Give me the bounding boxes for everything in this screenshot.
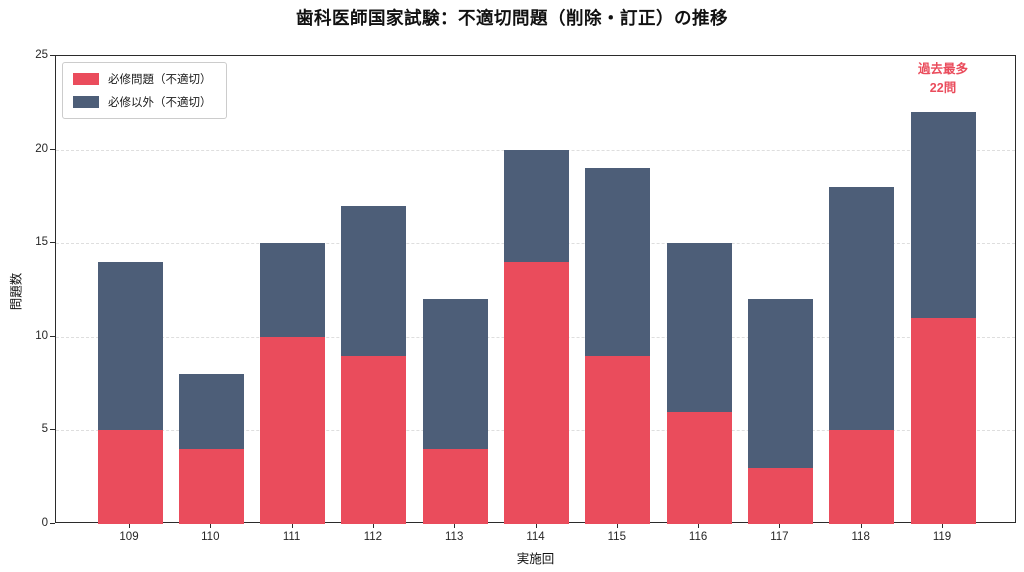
xtick-mark-116 bbox=[698, 523, 700, 528]
xtick-mark-117 bbox=[779, 523, 781, 528]
bar-116-segment-1 bbox=[666, 243, 732, 412]
xtick-mark-111 bbox=[291, 523, 293, 528]
ytick-label-15: 15 bbox=[35, 236, 48, 249]
xtick-mark-110 bbox=[210, 523, 212, 528]
xtick-label-109: 109 bbox=[119, 531, 139, 543]
plot-area: 必修問題（不適切） 必修以外（不適切） 過去最多 22問 bbox=[55, 55, 1016, 524]
bar-115-segment-0 bbox=[585, 355, 651, 524]
xtick-label-115: 115 bbox=[607, 531, 626, 543]
xtick-label-119: 119 bbox=[932, 531, 952, 543]
bar-114-segment-0 bbox=[504, 261, 569, 524]
bar-113-segment-1 bbox=[422, 299, 488, 450]
ytick-label-10: 10 bbox=[35, 329, 48, 342]
xtick-label-112: 112 bbox=[363, 531, 383, 543]
xtick-label-111: 111 bbox=[282, 531, 301, 543]
bar-111-segment-0 bbox=[260, 336, 326, 524]
ytick-mark-20 bbox=[50, 148, 55, 150]
bar-117-segment-0 bbox=[747, 467, 813, 524]
xtick-mark-113 bbox=[454, 523, 456, 528]
annotation-line1: 過去最多 bbox=[917, 62, 969, 76]
legend-item-hisshu-igai: 必修以外（不適切） bbox=[73, 94, 212, 110]
ytick-mark-25 bbox=[50, 55, 55, 56]
bar-116-segment-0 bbox=[666, 411, 732, 524]
bar-109-segment-1 bbox=[97, 261, 163, 431]
bar-110-segment-1 bbox=[178, 374, 244, 450]
chart-title: 歯科医師国家試験：不適切問題（削除・訂正）の推移 bbox=[296, 8, 728, 28]
x-axis-label: 実施回 bbox=[516, 552, 555, 566]
xtick-label-117: 117 bbox=[770, 531, 789, 543]
bar-119-segment-1 bbox=[910, 112, 976, 319]
ytick-label-0: 0 bbox=[41, 517, 48, 529]
record-high-annotation: 過去最多 22問 bbox=[918, 60, 968, 99]
xtick-label-113: 113 bbox=[445, 531, 464, 543]
bar-112-segment-1 bbox=[341, 205, 407, 356]
bar-113-segment-0 bbox=[422, 449, 488, 524]
bar-118-segment-0 bbox=[829, 430, 895, 524]
xtick-label-116: 116 bbox=[688, 531, 708, 543]
xtick-mark-112 bbox=[372, 523, 374, 528]
bar-112-segment-0 bbox=[341, 355, 407, 524]
legend: 必修問題（不適切） 必修以外（不適切） bbox=[62, 62, 227, 119]
ytick-label-5: 5 bbox=[41, 423, 48, 436]
ytick-mark-15 bbox=[50, 242, 55, 244]
ytick-label-25: 25 bbox=[35, 49, 48, 61]
xtick-label-114: 114 bbox=[526, 531, 545, 543]
bar-119-segment-0 bbox=[910, 318, 976, 524]
ytick-mark-5 bbox=[50, 429, 55, 431]
xtick-mark-114 bbox=[535, 523, 537, 528]
y-axis-label: 問題数 bbox=[9, 272, 24, 311]
bar-114-segment-1 bbox=[504, 149, 569, 262]
bar-115-segment-1 bbox=[585, 168, 651, 356]
annotation-line2: 22問 bbox=[929, 81, 957, 96]
ytick-mark-0 bbox=[50, 523, 55, 524]
legend-item-hisshu: 必修問題（不適切） bbox=[73, 71, 212, 87]
legend-swatch-slate bbox=[73, 96, 99, 108]
xtick-label-110: 110 bbox=[201, 531, 220, 543]
bar-117-segment-1 bbox=[747, 299, 813, 468]
bar-110-segment-0 bbox=[178, 449, 244, 524]
legend-label-hisshu: 必修問題（不適切） bbox=[108, 74, 212, 86]
xtick-mark-115 bbox=[616, 523, 618, 528]
xtick-label-118: 118 bbox=[851, 531, 870, 543]
ytick-mark-10 bbox=[50, 335, 55, 337]
ytick-label-20: 20 bbox=[35, 142, 48, 155]
xtick-mark-109 bbox=[129, 523, 130, 528]
bar-111-segment-1 bbox=[260, 243, 326, 337]
bar-118-segment-1 bbox=[829, 187, 895, 431]
xtick-mark-119 bbox=[942, 523, 943, 528]
legend-swatch-red bbox=[73, 73, 99, 85]
xtick-mark-118 bbox=[860, 523, 862, 528]
legend-label-hisshu-igai: 必修以外（不適切） bbox=[108, 97, 212, 109]
bar-109-segment-0 bbox=[97, 430, 163, 524]
